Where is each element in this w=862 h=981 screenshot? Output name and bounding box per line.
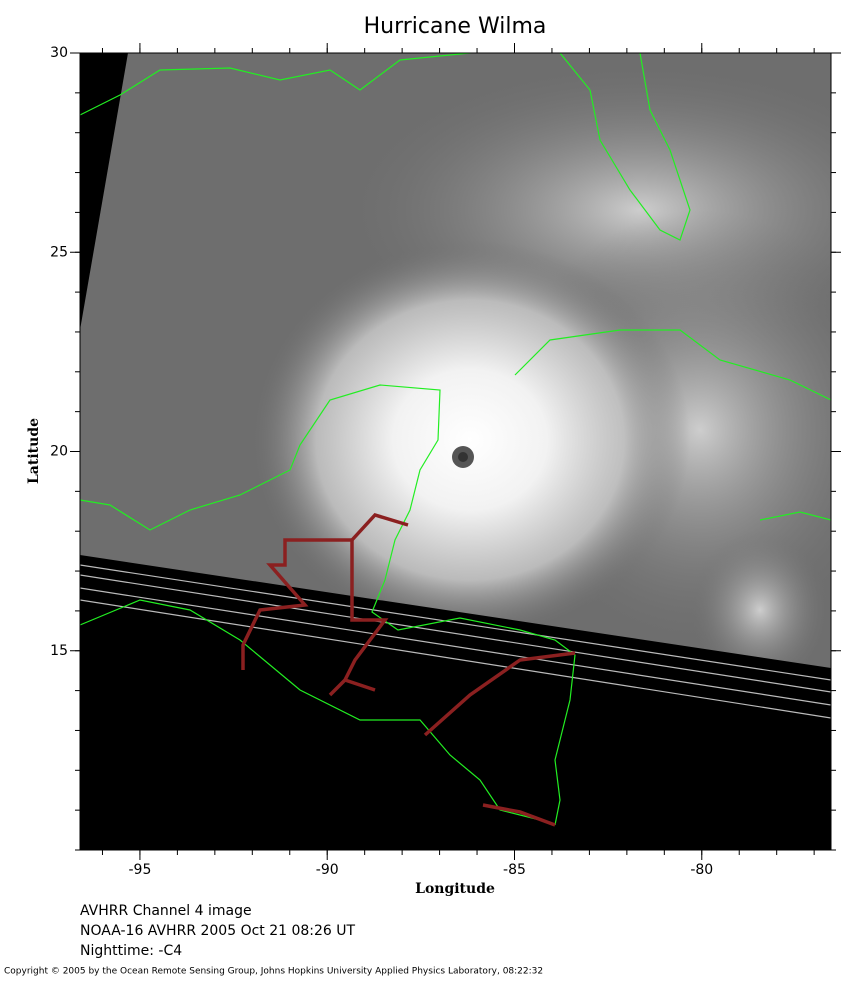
captions: AVHRR Channel 4 image NOAA-16 AVHRR 2005 … [80,903,356,959]
x-axis-label: Longitude [415,881,495,897]
x-tick-label: -95 [128,862,151,878]
map-title: Hurricane Wilma [364,14,547,39]
x-tick-label: -80 [690,862,713,878]
y-tick-label: 25 [50,244,68,260]
x-tick-label: -85 [503,862,526,878]
copyright: Copyright © 2005 by the Ocean Remote Sen… [4,967,543,977]
y-tick-label: 15 [50,643,68,659]
caption-line: AVHRR Channel 4 image [80,903,252,919]
caption-line: Nighttime: -C4 [80,943,182,959]
y-axis-label: Latitude [26,418,42,484]
y-tick-label: 20 [50,444,68,460]
caption-line: NOAA-16 AVHRR 2005 Oct 21 08:26 UT [80,923,356,939]
x-tick-label: -90 [316,862,339,878]
y-tick-label: 30 [50,45,68,61]
satellite-image [80,53,831,850]
